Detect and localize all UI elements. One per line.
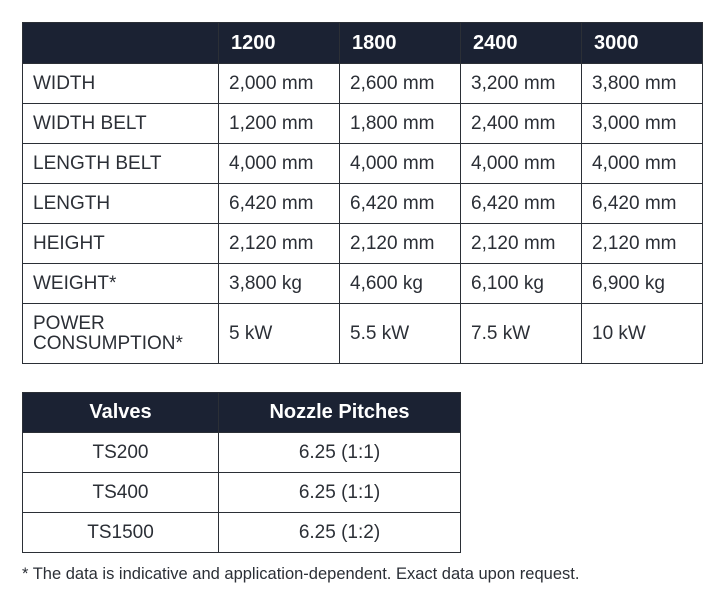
table-cell: 4,600 kg: [339, 263, 461, 304]
table-cell: 6,420 mm: [460, 183, 582, 224]
specs-header-3000: 3000: [581, 22, 703, 64]
table-cell: 4,000 mm: [218, 143, 340, 184]
table-cell: 6.25 (1:2): [218, 512, 461, 553]
table-cell: 6,420 mm: [218, 183, 340, 224]
row-label: LENGTH: [22, 183, 219, 224]
valves-row: TS400 6.25 (1:1): [22, 472, 461, 513]
table-cell: 2,400 mm: [460, 103, 582, 144]
table-cell: 1,200 mm: [218, 103, 340, 144]
table-cell: 2,120 mm: [581, 223, 703, 264]
table-cell: 6.25 (1:1): [218, 432, 461, 473]
table-cell: 1,800 mm: [339, 103, 461, 144]
table-cell: 2,600 mm: [339, 63, 461, 104]
specs-header-1800: 1800: [339, 22, 461, 64]
specs-row-width: WIDTH 2,000 mm 2,600 mm 3,200 mm 3,800 m…: [22, 63, 703, 104]
table-cell: 3,800 kg: [218, 263, 340, 304]
table-cell: 10 kW: [581, 303, 703, 364]
table-cell: 6,900 kg: [581, 263, 703, 304]
nozzle-pitches-header: Nozzle Pitches: [218, 392, 461, 433]
table-cell: 4,000 mm: [460, 143, 582, 184]
specs-header-2400: 2400: [460, 22, 582, 64]
specs-row-height: HEIGHT 2,120 mm 2,120 mm 2,120 mm 2,120 …: [22, 223, 703, 264]
valves-row: TS1500 6.25 (1:2): [22, 512, 461, 553]
table-cell: 6.25 (1:1): [218, 472, 461, 513]
valves-header-row: Valves Nozzle Pitches: [22, 392, 461, 433]
table-cell: 2,120 mm: [218, 223, 340, 264]
table-cell: 6,100 kg: [460, 263, 582, 304]
valves-header: Valves: [22, 392, 219, 433]
row-label-line: CONSUMPTION*: [33, 332, 183, 354]
table-cell: 3,200 mm: [460, 63, 582, 104]
footnote: * The data is indicative and application…: [22, 565, 580, 583]
specifications-table: 1200 1800 2400 3000 WIDTH 2,000 mm 2,600…: [22, 22, 703, 364]
specs-header-corner: [22, 22, 219, 64]
table-cell: 5.5 kW: [339, 303, 461, 364]
table-cell: 3,800 mm: [581, 63, 703, 104]
row-label: WEIGHT*: [22, 263, 219, 304]
row-label: WIDTH: [22, 63, 219, 104]
specs-row-power-consumption: POWER CONSUMPTION* 5 kW 5.5 kW 7.5 kW 10 …: [22, 303, 703, 364]
row-label: LENGTH BELT: [22, 143, 219, 184]
specs-header-1200: 1200: [218, 22, 340, 64]
specs-row-length-belt: LENGTH BELT 4,000 mm 4,000 mm 4,000 mm 4…: [22, 143, 703, 184]
table-cell: 3,000 mm: [581, 103, 703, 144]
table-cell: 5 kW: [218, 303, 340, 364]
row-label-line: POWER: [33, 312, 105, 334]
table-cell: 4,000 mm: [339, 143, 461, 184]
specs-header-row: 1200 1800 2400 3000: [22, 22, 703, 64]
table-cell: 2,120 mm: [460, 223, 582, 264]
row-label: HEIGHT: [22, 223, 219, 264]
table-cell: 7.5 kW: [460, 303, 582, 364]
table-cell: 2,000 mm: [218, 63, 340, 104]
specs-row-width-belt: WIDTH BELT 1,200 mm 1,800 mm 2,400 mm 3,…: [22, 103, 703, 144]
specs-row-length: LENGTH 6,420 mm 6,420 mm 6,420 mm 6,420 …: [22, 183, 703, 224]
table-cell: TS200: [22, 432, 219, 473]
table-cell: TS1500: [22, 512, 219, 553]
specs-row-weight: WEIGHT* 3,800 kg 4,600 kg 6,100 kg 6,900…: [22, 263, 703, 304]
table-cell: 6,420 mm: [581, 183, 703, 224]
table-cell: 2,120 mm: [339, 223, 461, 264]
table-cell: TS400: [22, 472, 219, 513]
table-cell: 6,420 mm: [339, 183, 461, 224]
table-cell: 4,000 mm: [581, 143, 703, 184]
row-label: WIDTH BELT: [22, 103, 219, 144]
valves-row: TS200 6.25 (1:1): [22, 432, 461, 473]
row-label: POWER CONSUMPTION*: [22, 303, 219, 364]
valves-table: Valves Nozzle Pitches TS200 6.25 (1:1) T…: [22, 392, 461, 553]
